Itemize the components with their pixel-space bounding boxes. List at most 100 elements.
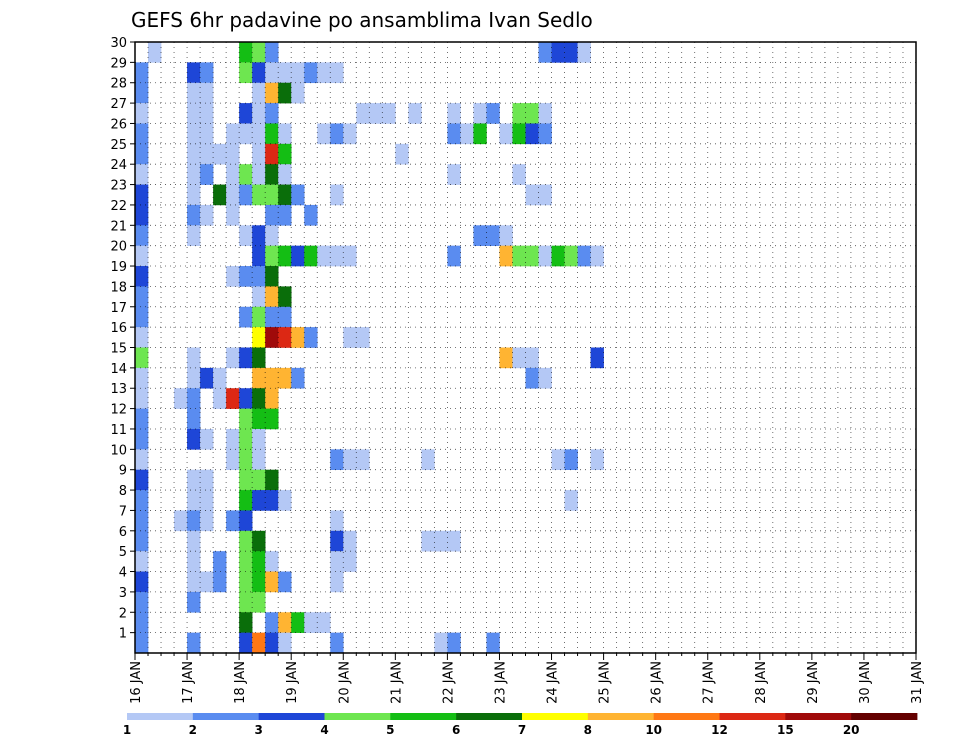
heatmap-cell: [343, 551, 357, 572]
y-tick-label: 26: [110, 117, 127, 132]
heatmap-cell: [252, 632, 266, 654]
colorbar-swatch: [127, 713, 194, 720]
heatmap-cell: [265, 184, 279, 206]
heatmap-cell: [330, 551, 344, 572]
x-tick-label: 29 JAN: [806, 661, 821, 704]
heatmap-cell: [291, 367, 305, 389]
heatmap-cell: [200, 123, 214, 145]
heatmap-cell: [187, 510, 201, 532]
heatmap-cell: [265, 286, 279, 308]
heatmap-cell: [226, 143, 240, 165]
heatmap-cell: [252, 490, 266, 511]
heatmap-cell: [538, 245, 552, 267]
heatmap-cell: [265, 143, 279, 165]
heatmap-cell: [538, 184, 552, 206]
heatmap-cell: [135, 632, 149, 654]
heatmap-cell: [265, 490, 279, 511]
heatmap-cell: [252, 164, 266, 185]
y-tick-label: 24: [110, 158, 127, 173]
heatmap-cell: [304, 612, 318, 633]
heatmap-cell: [239, 103, 253, 124]
heatmap-cell: [200, 62, 214, 84]
heatmap-cell: [252, 286, 266, 308]
heatmap-cell: [239, 123, 253, 145]
y-tick-label: 15: [110, 342, 127, 357]
heatmap-cell: [512, 347, 526, 369]
heatmap-cell: [135, 428, 149, 450]
colorbar-label: 5: [386, 723, 394, 737]
heatmap-cell: [317, 612, 331, 633]
heatmap-cell: [187, 388, 201, 409]
heatmap-cell: [252, 266, 266, 287]
heatmap-cell: [239, 184, 253, 206]
heatmap-cell: [135, 591, 149, 613]
heatmap-cell: [187, 428, 201, 450]
heatmap-cell: [135, 143, 149, 165]
heatmap-cell: [265, 632, 279, 654]
heatmap-cell: [382, 103, 396, 124]
heatmap-cell: [434, 632, 448, 654]
y-tick-label: 13: [110, 382, 127, 397]
heatmap-cell: [135, 469, 149, 491]
heatmap-cell: [278, 62, 292, 84]
heatmap-cell: [135, 184, 149, 206]
heatmap-cell: [343, 530, 357, 552]
y-tick-label: 10: [110, 443, 127, 458]
heatmap-cell: [499, 347, 513, 369]
heatmap-cell: [135, 388, 149, 409]
heatmap-cell: [187, 82, 201, 104]
heatmap-cell: [512, 245, 526, 267]
heatmap-cell: [330, 449, 344, 470]
heatmap-cell: [200, 103, 214, 124]
heatmap-cell: [135, 286, 149, 308]
heatmap-cell: [278, 184, 292, 206]
heatmap-cell: [226, 164, 240, 185]
heatmap-cell: [239, 388, 253, 409]
heatmap-cell: [278, 571, 292, 593]
colorbar-swatch: [258, 713, 325, 720]
heatmap-cell: [239, 591, 253, 613]
heatmap-cell: [265, 245, 279, 267]
colorbar-label: 12: [711, 723, 728, 737]
heatmap-cell: [265, 123, 279, 145]
heatmap-cell: [174, 510, 188, 532]
heatmap-cell: [187, 225, 201, 246]
heatmap-cell: [187, 204, 201, 226]
heatmap-cell: [252, 143, 266, 165]
heatmap-cell: [538, 367, 552, 389]
heatmap-cell: [421, 449, 435, 470]
y-tick-label: 17: [110, 301, 127, 316]
heatmap-cell: [447, 530, 461, 552]
heatmap-cell: [252, 347, 266, 369]
y-tick-label: 7: [119, 504, 127, 519]
heatmap-cell: [265, 42, 279, 63]
heatmap-cell: [187, 469, 201, 491]
heatmap-cell: [226, 204, 240, 226]
heatmap-cell: [343, 327, 357, 348]
heatmap-cell: [135, 530, 149, 552]
heatmap-cell: [226, 347, 240, 369]
heatmap-cell: [135, 204, 149, 226]
heatmap-cell: [239, 469, 253, 491]
y-tick-label: 12: [110, 403, 127, 418]
heatmap-cell: [135, 306, 149, 328]
x-tick-label: 28 JAN: [754, 661, 769, 704]
heatmap-cell: [525, 103, 539, 124]
heatmap-cell: [317, 123, 331, 145]
heatmap-cell: [278, 123, 292, 145]
heatmap-cell: [551, 449, 565, 470]
heatmap-cell: [265, 266, 279, 287]
heatmap-cell: [135, 449, 149, 470]
heatmap-cell: [265, 367, 279, 389]
heatmap-cell: [291, 62, 305, 84]
heatmap-cell: [239, 306, 253, 328]
heatmap-cell: [291, 245, 305, 267]
heatmap-cell: [252, 245, 266, 267]
y-tick-label: 22: [110, 199, 127, 214]
heatmap-cell: [213, 551, 227, 572]
heatmap-cell: [135, 225, 149, 246]
heatmap-cell: [499, 225, 513, 246]
heatmap-cell: [265, 551, 279, 572]
y-tick-label: 11: [110, 423, 127, 438]
